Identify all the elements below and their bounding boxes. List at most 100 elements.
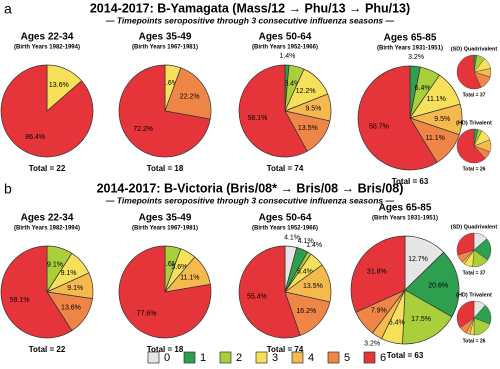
value-label: 58.7% bbox=[369, 124, 389, 131]
value-label: 20.6% bbox=[428, 283, 448, 290]
pie-subtitle: (Birth Years 1952-1966) bbox=[252, 226, 318, 232]
pie-footer: Total = 37 bbox=[463, 92, 486, 98]
pie-slice bbox=[456, 128, 486, 164]
value-label: 9.5% bbox=[305, 106, 321, 113]
value-label: 1.4% bbox=[306, 242, 322, 249]
pie-subtitle: (Birth Years 1967-1981) bbox=[132, 226, 198, 232]
value-label: 59.1% bbox=[10, 297, 30, 304]
value-label: 16.2% bbox=[296, 308, 316, 315]
pie-slice bbox=[402, 289, 453, 345]
pie-footer: Total = 22 bbox=[29, 164, 66, 173]
value-label: 77.6% bbox=[137, 311, 157, 318]
pie-title: Ages 22-34 bbox=[21, 213, 74, 224]
legend-swatch bbox=[327, 351, 340, 364]
pie-title: Ages 35-49 bbox=[139, 32, 192, 43]
value-label: 1.4% bbox=[279, 53, 295, 60]
value-label: 5.6% bbox=[171, 264, 187, 271]
value-label: 9.5% bbox=[434, 116, 450, 123]
legend-label: 2 bbox=[236, 352, 242, 364]
value-label: 11.1% bbox=[425, 135, 444, 142]
pie-slice bbox=[238, 245, 301, 339]
pie-slice bbox=[0, 64, 94, 158]
pie-slice bbox=[284, 291, 331, 336]
pie-title: (HD) Trivalent bbox=[456, 120, 492, 126]
pie-slice bbox=[456, 300, 475, 328]
value-label: 9.1% bbox=[47, 261, 63, 268]
value-label: 9.1% bbox=[67, 285, 83, 292]
panel-title: 2014-2017: B-Victoria (Bris/08* → Bris/0… bbox=[97, 181, 404, 195]
pie-slice bbox=[238, 64, 308, 158]
legend-swatch bbox=[255, 351, 268, 364]
panel-label: a bbox=[4, 1, 12, 17]
value-label: 4.1% bbox=[298, 238, 314, 245]
value-label: 58.1% bbox=[247, 115, 267, 122]
pie-slice bbox=[164, 67, 212, 120]
pie-footer: Total = 22 bbox=[29, 345, 66, 354]
value-label: 4.1% bbox=[284, 234, 300, 241]
pie-title: Ages 50-64 bbox=[259, 213, 312, 224]
legend-swatch bbox=[183, 351, 196, 364]
value-label: 86.4% bbox=[25, 134, 45, 141]
pie-subtitle: (Birth Years 1952-1966) bbox=[252, 45, 318, 51]
pie-title: Ages 35-49 bbox=[139, 213, 192, 224]
value-label: 7.9% bbox=[371, 308, 387, 315]
pie-title: (SD) Quadrivalent bbox=[451, 46, 498, 52]
panel-subtitle: — Timepoints seropositive through 3 cons… bbox=[105, 195, 394, 205]
pie-title: (SD) Quadrivalent bbox=[451, 224, 498, 230]
legend-label: 1 bbox=[200, 352, 206, 364]
legend-swatch bbox=[219, 351, 232, 364]
value-label: 12.2% bbox=[296, 88, 316, 95]
pie-slice bbox=[0, 245, 73, 339]
panel-subtitle: — Timepoints seropositive through 3 cons… bbox=[105, 15, 394, 25]
value-label: 5.4% bbox=[297, 268, 313, 275]
legend-label: 3 bbox=[272, 352, 278, 364]
panel-label: b bbox=[4, 181, 12, 197]
legend-swatch bbox=[291, 351, 304, 364]
pie-slice bbox=[404, 251, 460, 318]
pie-subtitle: (Birth Years 1982-1994) bbox=[14, 226, 80, 232]
pie-slice bbox=[456, 54, 482, 90]
value-label: 72.2% bbox=[133, 126, 153, 133]
value-label: 17.5% bbox=[411, 316, 431, 323]
legend-label: 0 bbox=[164, 352, 170, 364]
pie-slice bbox=[118, 245, 212, 339]
value-label: 6.4% bbox=[415, 85, 431, 92]
pie-slice bbox=[350, 235, 406, 313]
value-label: 11.1% bbox=[427, 96, 446, 103]
pie-slice bbox=[357, 65, 438, 171]
value-label: 31.8% bbox=[367, 269, 387, 276]
value-label: 5.6% bbox=[162, 261, 178, 268]
pie-footer: Total = 26 bbox=[463, 338, 486, 344]
value-label: 13.6% bbox=[49, 82, 69, 89]
legend-label: 5 bbox=[344, 352, 350, 364]
pie-footer: Total = 74 bbox=[267, 164, 304, 173]
value-label: 3.2% bbox=[408, 54, 424, 61]
value-label: 13.6% bbox=[61, 304, 81, 311]
value-label: 55.4% bbox=[247, 294, 267, 301]
value-label: 9.1% bbox=[61, 270, 77, 277]
pie-title: (HD) Trivalent bbox=[456, 292, 492, 298]
pie-slice bbox=[118, 64, 211, 158]
value-label: 22.2% bbox=[180, 94, 200, 101]
value-label: 6.4% bbox=[389, 319, 405, 326]
value-label: 13.5% bbox=[298, 125, 318, 132]
pie-footer: Total = 18 bbox=[147, 164, 184, 173]
pie-footer: Total = 26 bbox=[463, 166, 486, 172]
value-label: 5.4% bbox=[284, 80, 300, 87]
legend-swatch bbox=[363, 351, 376, 364]
pie-subtitle: (Birth Years 1982-1994) bbox=[14, 45, 80, 51]
pie-title: Ages 65-85 bbox=[384, 33, 437, 44]
pie-title: Ages 65-85 bbox=[379, 203, 432, 214]
value-label: 3.2% bbox=[364, 341, 380, 348]
pie-slice bbox=[456, 232, 475, 256]
pie-footer: Total = 18 bbox=[147, 345, 184, 354]
value-label: 13.5% bbox=[303, 283, 323, 290]
value-label: 12.7% bbox=[408, 256, 428, 263]
pie-footer: Total = 74 bbox=[267, 345, 304, 354]
pie-title: Ages 50-64 bbox=[259, 32, 312, 43]
legend-swatch bbox=[147, 351, 160, 364]
pie-title: Ages 22-34 bbox=[21, 32, 74, 43]
pie-footer: Total = 37 bbox=[463, 270, 486, 276]
legend-label: 4 bbox=[308, 352, 314, 364]
